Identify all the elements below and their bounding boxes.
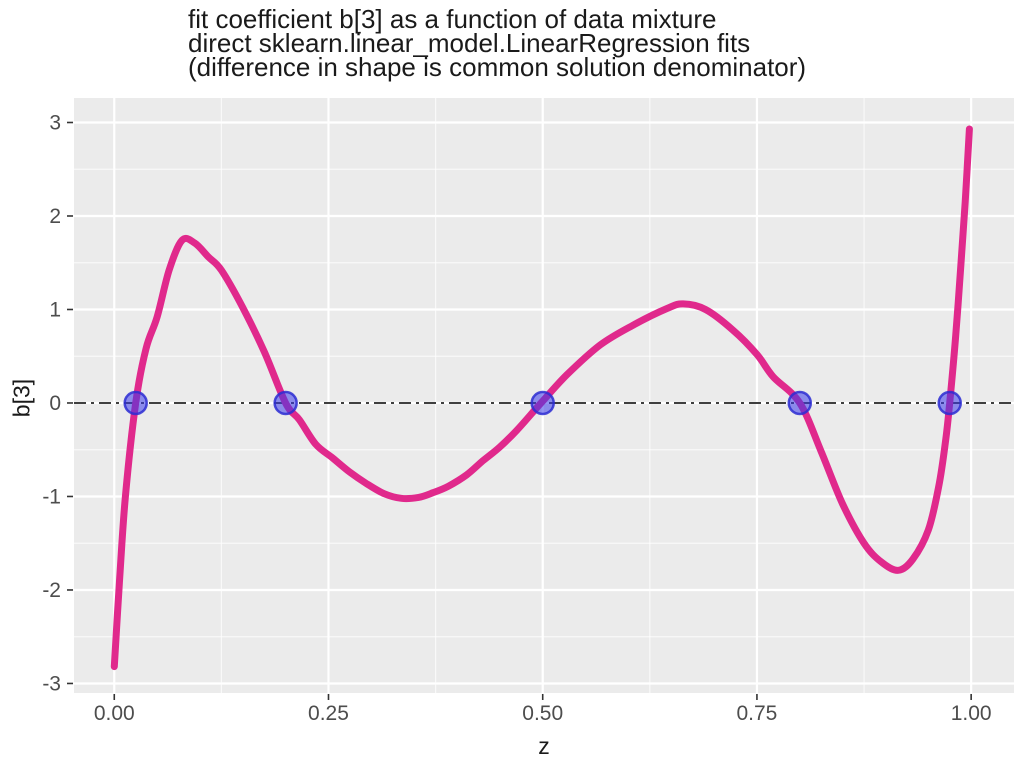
x-axis-title: z <box>538 733 550 759</box>
common-solution-point <box>530 390 555 416</box>
x-tick-label: 1.00 <box>951 702 992 725</box>
y-tick-label: -2 <box>42 579 61 602</box>
common-solution-point <box>273 390 298 416</box>
y-tick-label: 3 <box>49 111 61 134</box>
y-tick-label: 0 <box>49 392 61 415</box>
y-tick-label: -3 <box>42 672 61 695</box>
common-solution-point <box>937 390 962 416</box>
common-solution-point <box>123 390 148 416</box>
y-tick-label: 2 <box>49 205 61 228</box>
x-tick-label: 0.25 <box>308 702 349 725</box>
fit-coefficient-curve <box>110 125 973 671</box>
plot-title-line-1: fit coefficient b[3] as a function of da… <box>188 4 717 34</box>
x-tick-label: 0.50 <box>522 702 563 725</box>
y-axis-title: b[3] <box>8 378 35 418</box>
y-tick-label: 1 <box>49 298 61 321</box>
plot-title: fit coefficient b[3] as a function of da… <box>188 4 807 82</box>
plot-title-line-2: direct sklearn.linear_model.LinearRegres… <box>188 28 751 58</box>
x-tick-label: 0.75 <box>736 702 777 725</box>
common-solution-point <box>787 390 813 416</box>
plot-title-line-3: (difference in shape is common solution … <box>188 52 807 82</box>
y-tick-label: -1 <box>42 485 61 508</box>
x-tick-label: 0.00 <box>94 702 135 725</box>
